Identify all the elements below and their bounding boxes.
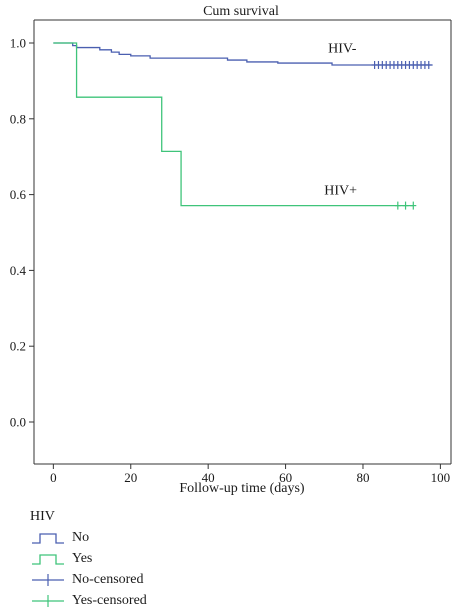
- legend-step-icon: [30, 531, 66, 545]
- x-tick-label: 0: [50, 470, 57, 485]
- x-tick-label: 40: [202, 470, 215, 485]
- series-layer: [53, 42, 433, 210]
- censor-mark-yes: [394, 201, 401, 210]
- legend-label: No: [72, 529, 90, 545]
- series-annotation-yes: HIV+: [324, 184, 357, 199]
- legend-item-yes: Yes: [30, 548, 147, 569]
- x-tick-label: 80: [356, 470, 369, 485]
- legend-label: Yes: [72, 550, 93, 566]
- y-tick-label: 0.8: [10, 111, 26, 126]
- censor-mark-yes: [410, 201, 417, 210]
- y-tick-label: 1.0: [10, 36, 26, 51]
- series-step-line-yes: [53, 42, 414, 207]
- annotations: HIV- HIV+: [324, 41, 357, 198]
- legend-item-yes-censored: Yes-censored: [30, 590, 147, 611]
- legend-censor-icon: [30, 573, 66, 587]
- legend-item-no: No: [30, 527, 147, 548]
- censor-mark-no: [425, 60, 432, 69]
- x-tick-label: 60: [279, 470, 292, 485]
- series-step-line-no: [53, 42, 433, 66]
- series-annotation-no: HIV-: [328, 41, 357, 56]
- x-axis-label: Follow-up time (days): [179, 481, 305, 496]
- legend-title: HIV: [30, 509, 55, 524]
- x-tick-label: 100: [431, 470, 451, 485]
- censor-mark-yes: [402, 201, 409, 210]
- y-tick-label: 0.6: [10, 187, 27, 202]
- x-tick-label: 20: [124, 470, 137, 485]
- legend-censor-icon: [30, 594, 66, 608]
- legend-items: No Yes No-censored Yes-censored: [30, 527, 147, 611]
- axes: [33, 19, 452, 465]
- legend-label: No-censored: [72, 571, 144, 587]
- legend-label: Yes-censored: [72, 592, 147, 608]
- legend-step-icon: [30, 552, 66, 566]
- ticks: 0.0 0.2 0.4 0.6 0.8 1.0 0 20 40 60 80 100: [10, 36, 450, 486]
- chart-title: Cum survival: [203, 4, 279, 19]
- survival-chart: Cum survival 0.0 0.2 0.4 0.6 0.8 1.0 0 20 40 60 80…: [10, 4, 452, 496]
- legend: HIV No Yes No-censored Yes-censored: [30, 507, 147, 611]
- legend-item-no-censored: No-censored: [30, 569, 147, 590]
- y-tick-label: 0.2: [10, 339, 26, 354]
- y-tick-label: 0.0: [10, 415, 26, 430]
- y-tick-label: 0.4: [10, 263, 27, 278]
